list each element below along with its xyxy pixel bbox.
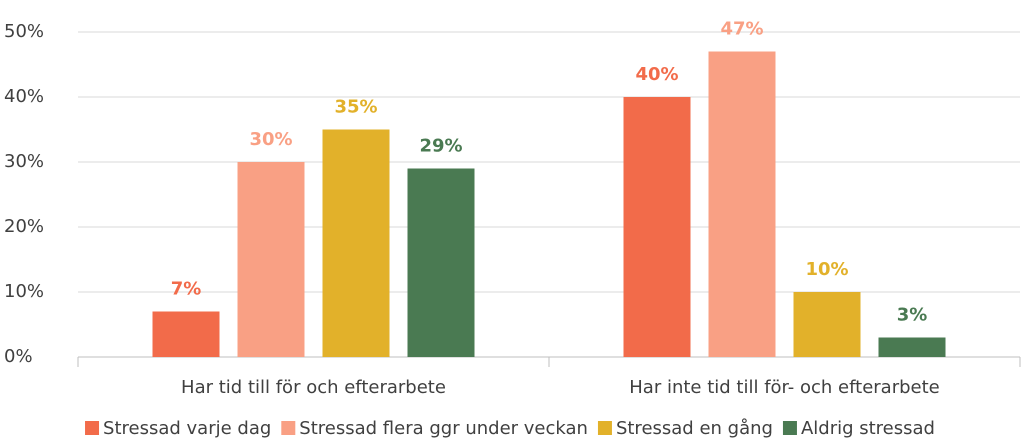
- value-label: 3%: [897, 305, 928, 326]
- value-label: 40%: [635, 64, 678, 85]
- bar: [793, 292, 861, 357]
- y-tick-label: 50%: [4, 21, 44, 42]
- bar: [237, 162, 305, 357]
- legend-label: Stressad varje dag: [103, 418, 271, 439]
- bar: [878, 337, 946, 357]
- value-label: 29%: [419, 136, 462, 157]
- y-tick-label: 20%: [4, 216, 44, 237]
- legend-swatch: [281, 421, 296, 435]
- legend-swatch: [85, 421, 100, 435]
- y-tick-label: 0%: [4, 346, 33, 367]
- value-label: 30%: [249, 129, 292, 150]
- value-label: 10%: [805, 259, 848, 280]
- bar: [708, 51, 776, 357]
- bar: [407, 168, 475, 357]
- legend-label: Stressad flera ggr under veckan: [299, 418, 588, 439]
- value-label: 35%: [334, 97, 377, 118]
- legend-label: Aldrig stressad: [801, 418, 935, 439]
- y-tick-label: 40%: [4, 86, 44, 107]
- x-tick-label: Har inte tid till för- och efterarbete: [629, 377, 939, 398]
- value-label: 47%: [720, 19, 763, 40]
- bar: [623, 97, 691, 357]
- bar: [152, 311, 220, 357]
- value-label: 7%: [171, 279, 202, 300]
- bar: [322, 129, 390, 357]
- y-tick-label: 30%: [4, 151, 44, 172]
- legend-swatch: [782, 421, 797, 435]
- y-tick-label: 10%: [4, 281, 44, 302]
- x-tick-label: Har tid till för och efterarbete: [181, 377, 446, 398]
- legend-label: Stressad en gång: [616, 418, 773, 439]
- legend-swatch: [597, 421, 612, 435]
